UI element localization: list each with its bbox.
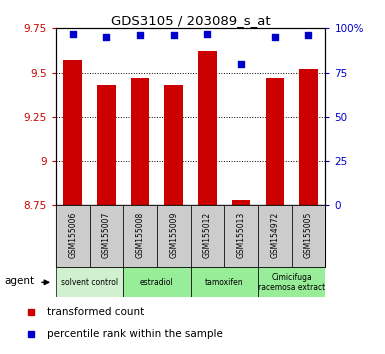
Text: GSM154972: GSM154972 xyxy=(270,212,279,258)
Point xyxy=(103,34,109,40)
Text: GSM155009: GSM155009 xyxy=(169,212,178,258)
Text: GSM155006: GSM155006 xyxy=(68,212,77,258)
Bar xyxy=(131,78,149,205)
Bar xyxy=(123,205,157,267)
Bar xyxy=(232,200,250,205)
Text: Cimicifuga
racemosa extract: Cimicifuga racemosa extract xyxy=(258,273,325,292)
Point xyxy=(305,33,311,38)
Bar xyxy=(123,267,191,297)
Bar xyxy=(157,205,191,267)
Bar xyxy=(198,51,217,205)
Text: estradiol: estradiol xyxy=(140,278,174,287)
Point xyxy=(171,33,177,38)
Bar xyxy=(89,205,123,267)
Bar xyxy=(258,205,292,267)
Text: GSM155013: GSM155013 xyxy=(237,212,246,258)
Text: tamoxifen: tamoxifen xyxy=(205,278,244,287)
Bar xyxy=(292,205,325,267)
Bar xyxy=(224,205,258,267)
Bar xyxy=(97,85,115,205)
Bar xyxy=(299,69,318,205)
Text: GSM155007: GSM155007 xyxy=(102,212,111,258)
Point xyxy=(70,31,76,36)
Point xyxy=(204,31,211,36)
Point xyxy=(137,33,143,38)
Text: percentile rank within the sample: percentile rank within the sample xyxy=(47,329,223,339)
Text: GSM155005: GSM155005 xyxy=(304,212,313,258)
Text: transformed count: transformed count xyxy=(47,307,144,316)
Bar xyxy=(56,205,89,267)
Text: GSM155012: GSM155012 xyxy=(203,212,212,258)
Bar xyxy=(266,78,284,205)
Point xyxy=(272,34,278,40)
Point xyxy=(238,61,244,67)
Bar xyxy=(191,267,258,297)
Bar xyxy=(164,85,183,205)
Bar xyxy=(64,60,82,205)
Text: agent: agent xyxy=(5,276,35,286)
Text: GSM155008: GSM155008 xyxy=(136,212,144,258)
Title: GDS3105 / 203089_s_at: GDS3105 / 203089_s_at xyxy=(111,14,270,27)
Text: solvent control: solvent control xyxy=(61,278,118,287)
Bar xyxy=(56,267,123,297)
Bar xyxy=(191,205,224,267)
Bar xyxy=(258,267,325,297)
